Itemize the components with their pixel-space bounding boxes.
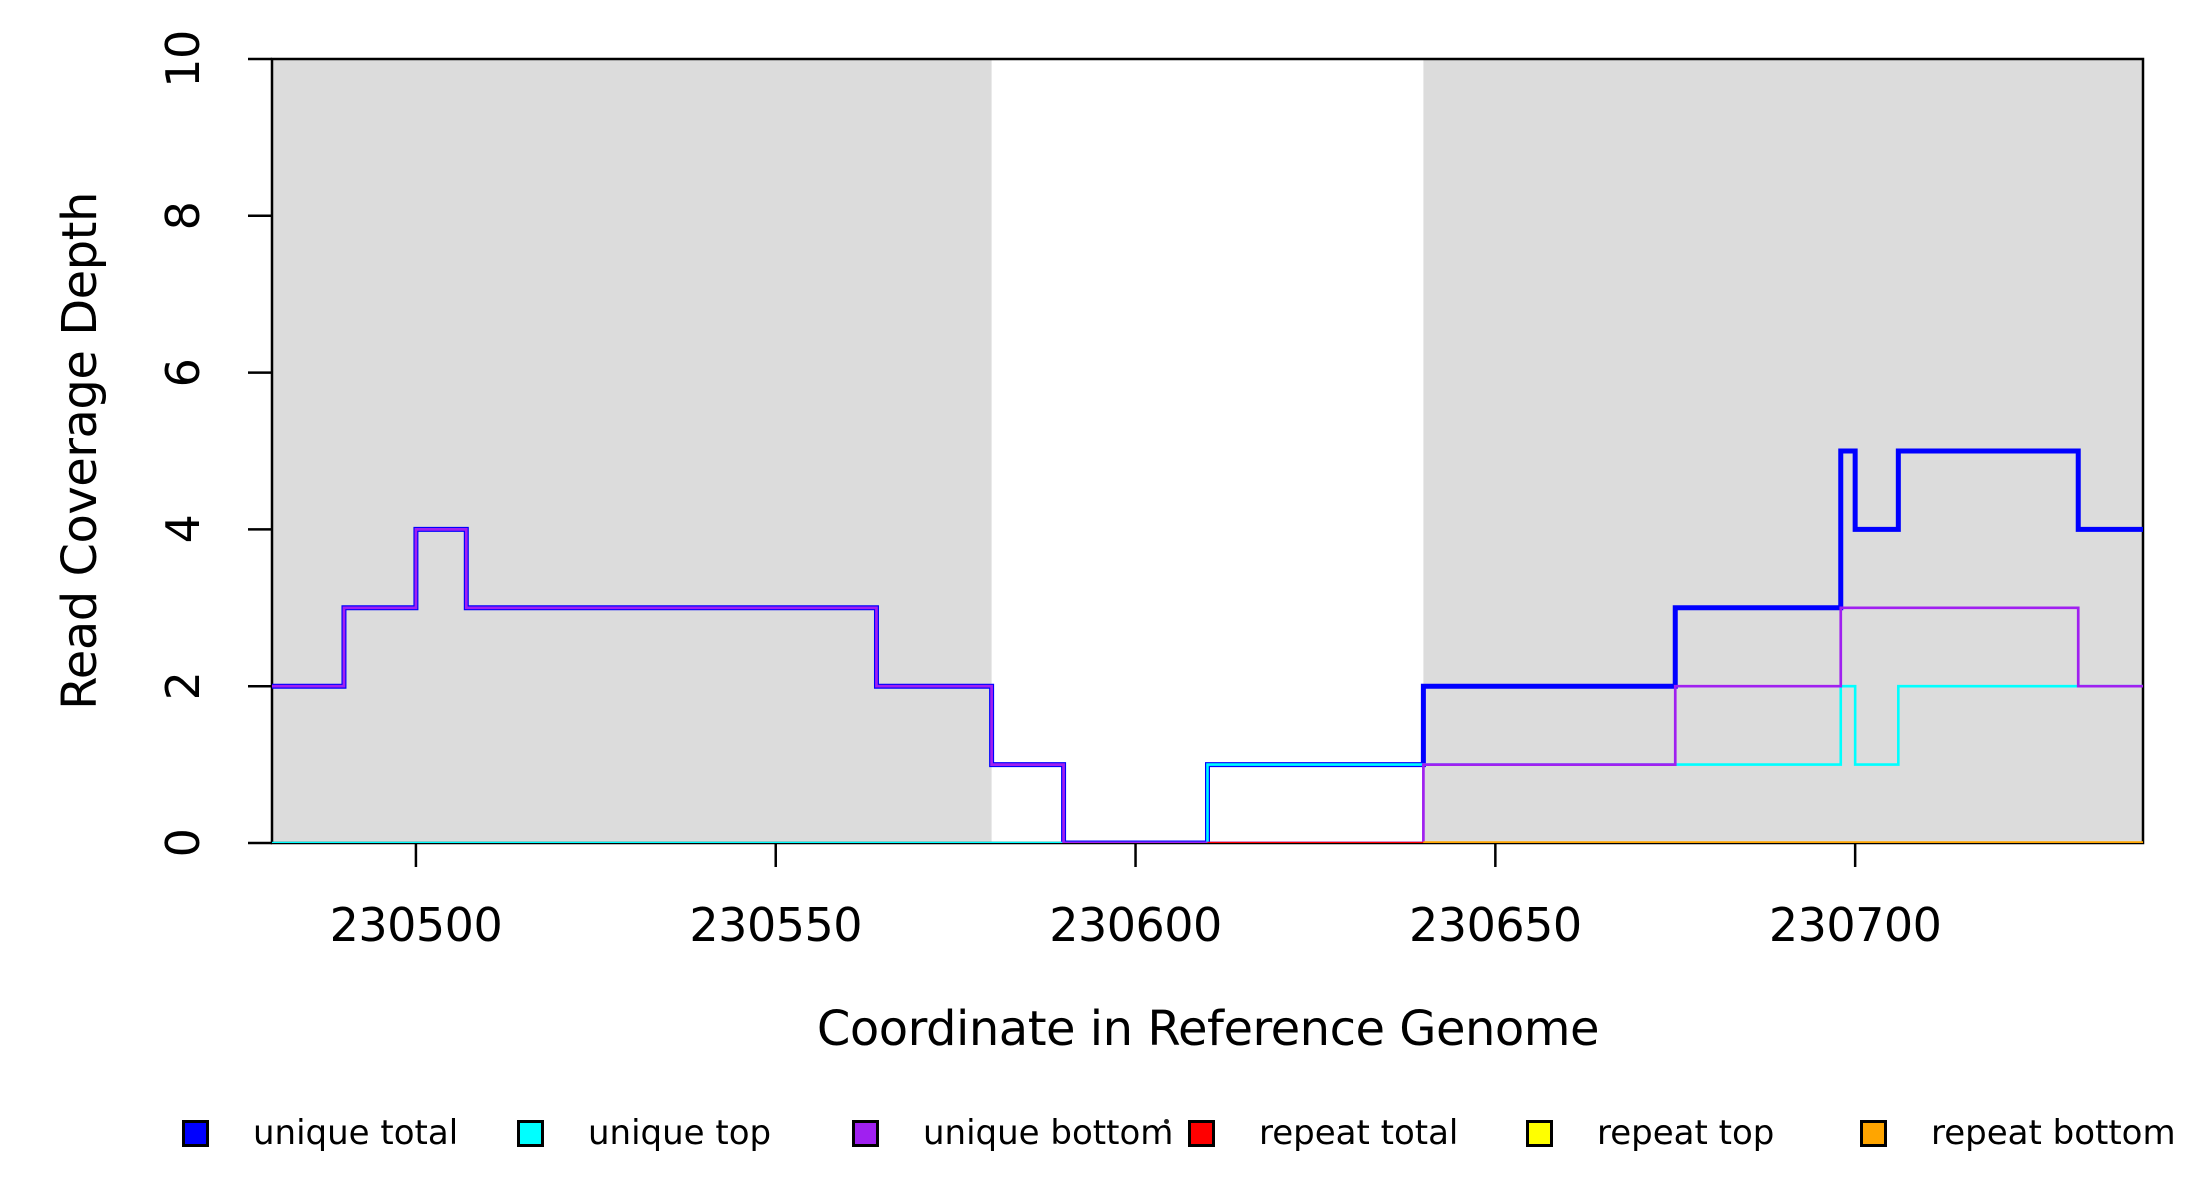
legend-item-repeat-total: repeat total (1188, 1113, 1458, 1153)
legend-item-label: repeat bottom (1931, 1113, 2176, 1153)
legend-swatch-unique-top (517, 1119, 544, 1147)
series-line-unique-bottom (272, 528, 2143, 843)
y-tick-label-0: 0 (156, 828, 210, 858)
x-tick-label-230500: 230500 (329, 898, 503, 952)
series-group (272, 448, 2143, 843)
legend-item-unique-total: unique total (182, 1113, 458, 1153)
legend-item-repeat-top: repeat top (1526, 1113, 1774, 1153)
legend-item-unique-top: unique top (517, 1113, 771, 1153)
x-axis-title: Coordinate in Reference Genome (816, 1001, 1600, 1057)
y-tick-label-10: 10 (156, 30, 210, 88)
y-tick-label-2: 2 (156, 671, 210, 701)
legend-item-label: unique total (253, 1113, 459, 1153)
legend-item-label: repeat top (1597, 1113, 1775, 1153)
legend-item-label: unique top (588, 1113, 772, 1153)
y-tick-label-8: 8 (156, 201, 210, 231)
series-line-unique-top (272, 684, 2143, 843)
legend-swatch-unique-bottom (852, 1119, 879, 1147)
legend-item-label: unique bottom (923, 1113, 1174, 1153)
legend-swatch-repeat-bottom (1860, 1119, 1887, 1147)
legend-swatch-unique-total (182, 1119, 209, 1147)
legend-item-repeat-bottom: repeat bottom (1860, 1113, 2176, 1153)
legend-swatch-repeat-top (1526, 1119, 1553, 1147)
y-tick-label-6: 6 (156, 358, 210, 387)
x-tick-label-230550: 230550 (689, 898, 863, 952)
x-tick-label-230650: 230650 (1409, 898, 1582, 952)
legend-item-label: repeat total (1259, 1113, 1459, 1153)
y-tick-label-4: 4 (156, 515, 210, 544)
x-tick-label-230700: 230700 (1768, 898, 1942, 952)
y-axis-title: Read Coverage Depth (52, 192, 108, 710)
legend-swatch-repeat-total (1188, 1119, 1215, 1147)
x-tick-label-230600: 230600 (1049, 898, 1222, 952)
legend-stray-dot (1164, 1119, 1169, 1124)
legend-item-unique-bottom: unique bottom (852, 1113, 1173, 1153)
shaded-repeat-region-0 (272, 59, 992, 843)
